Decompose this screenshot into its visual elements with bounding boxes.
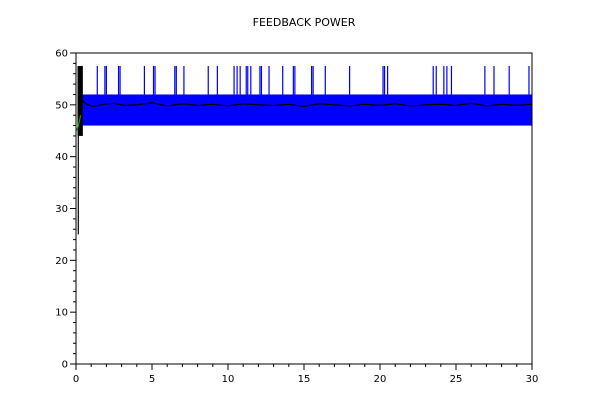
y-axis-ticks: 0 10 20 30 40 50 60 [55, 49, 76, 371]
series-black-line [80, 94, 533, 108]
y-tick-label: 40 [55, 152, 68, 163]
y-tick-label: 20 [55, 256, 68, 267]
x-tick-label: 30 [526, 374, 539, 385]
y-tick-label: 50 [55, 100, 68, 111]
plot-area [75, 65, 533, 235]
chart-title: FEEDBACK POWER [253, 16, 356, 29]
x-tick-label: 20 [374, 374, 387, 385]
y-tick-label: 10 [55, 308, 68, 319]
x-axis-ticks: 0 5 10 15 20 25 30 [73, 364, 539, 385]
x-tick-label: 0 [73, 374, 79, 385]
series-blue-band [82, 94, 532, 126]
y-tick-label: 60 [55, 49, 68, 60]
series-green-line [75, 115, 82, 132]
y-tick-label: 30 [55, 204, 68, 215]
y-tick-label: 0 [62, 360, 68, 371]
x-tick-label: 15 [298, 374, 311, 385]
x-tick-label: 25 [450, 374, 463, 385]
series-black-transient [77, 65, 83, 136]
x-tick-label: 10 [222, 374, 235, 385]
plot-frame [75, 52, 533, 365]
x-tick-label: 5 [149, 374, 155, 385]
